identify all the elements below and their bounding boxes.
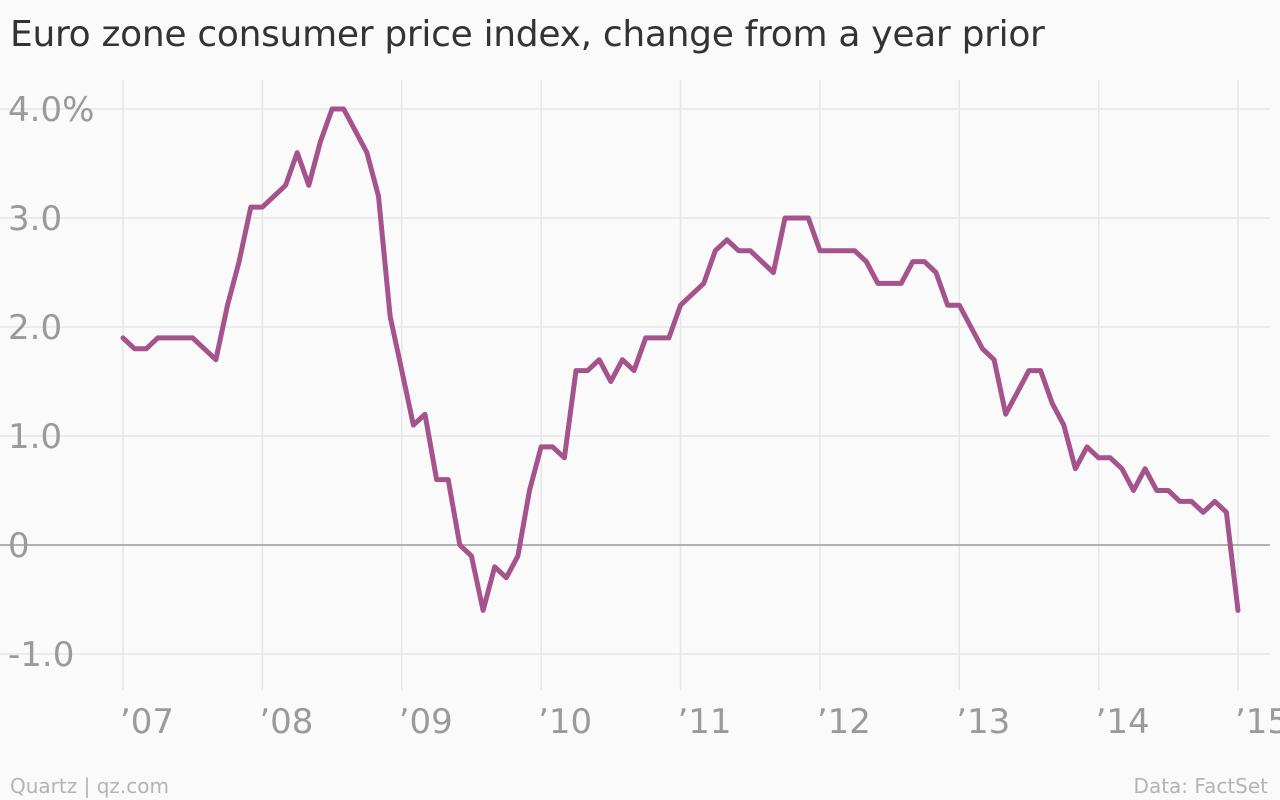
cpi-series-line xyxy=(120,106,1241,613)
y-tick-label: 2.0 xyxy=(8,308,62,348)
x-tick-label: ’10 xyxy=(538,702,592,742)
x-tick-label: ’14 xyxy=(1096,702,1150,742)
data-source: Data: FactSet xyxy=(1133,774,1268,798)
x-tick-label: ’15 xyxy=(1235,702,1280,742)
x-tick-label: ’07 xyxy=(120,702,174,742)
y-gridlines xyxy=(0,108,1270,655)
y-tick-label: -1.0 xyxy=(8,635,74,675)
x-tick-label: ’11 xyxy=(677,702,731,742)
x-tick-label: ’08 xyxy=(259,702,313,742)
y-tick-label: 4.0% xyxy=(8,90,94,130)
x-tick-label: ’13 xyxy=(956,702,1010,742)
y-tick-label: 0 xyxy=(8,526,30,566)
series-group xyxy=(120,106,1241,613)
x-tick-label: ’12 xyxy=(817,702,871,742)
x-tick-labels: ’07 ’08 ’09 ’10 ’11 ’12 ’13 ’14 ’15 xyxy=(120,702,1280,742)
y-tick-label: 1.0 xyxy=(8,417,62,457)
x-gridlines xyxy=(122,80,1239,690)
chart-title: Euro zone consumer price index, change f… xyxy=(10,14,1045,55)
x-tick-label: ’09 xyxy=(399,702,453,742)
source-credit: Quartz | qz.com xyxy=(10,774,169,798)
y-tick-label: 3.0 xyxy=(8,199,62,239)
y-tick-labels: 4.0% 3.0 2.0 1.0 0 -1.0 xyxy=(8,90,94,675)
